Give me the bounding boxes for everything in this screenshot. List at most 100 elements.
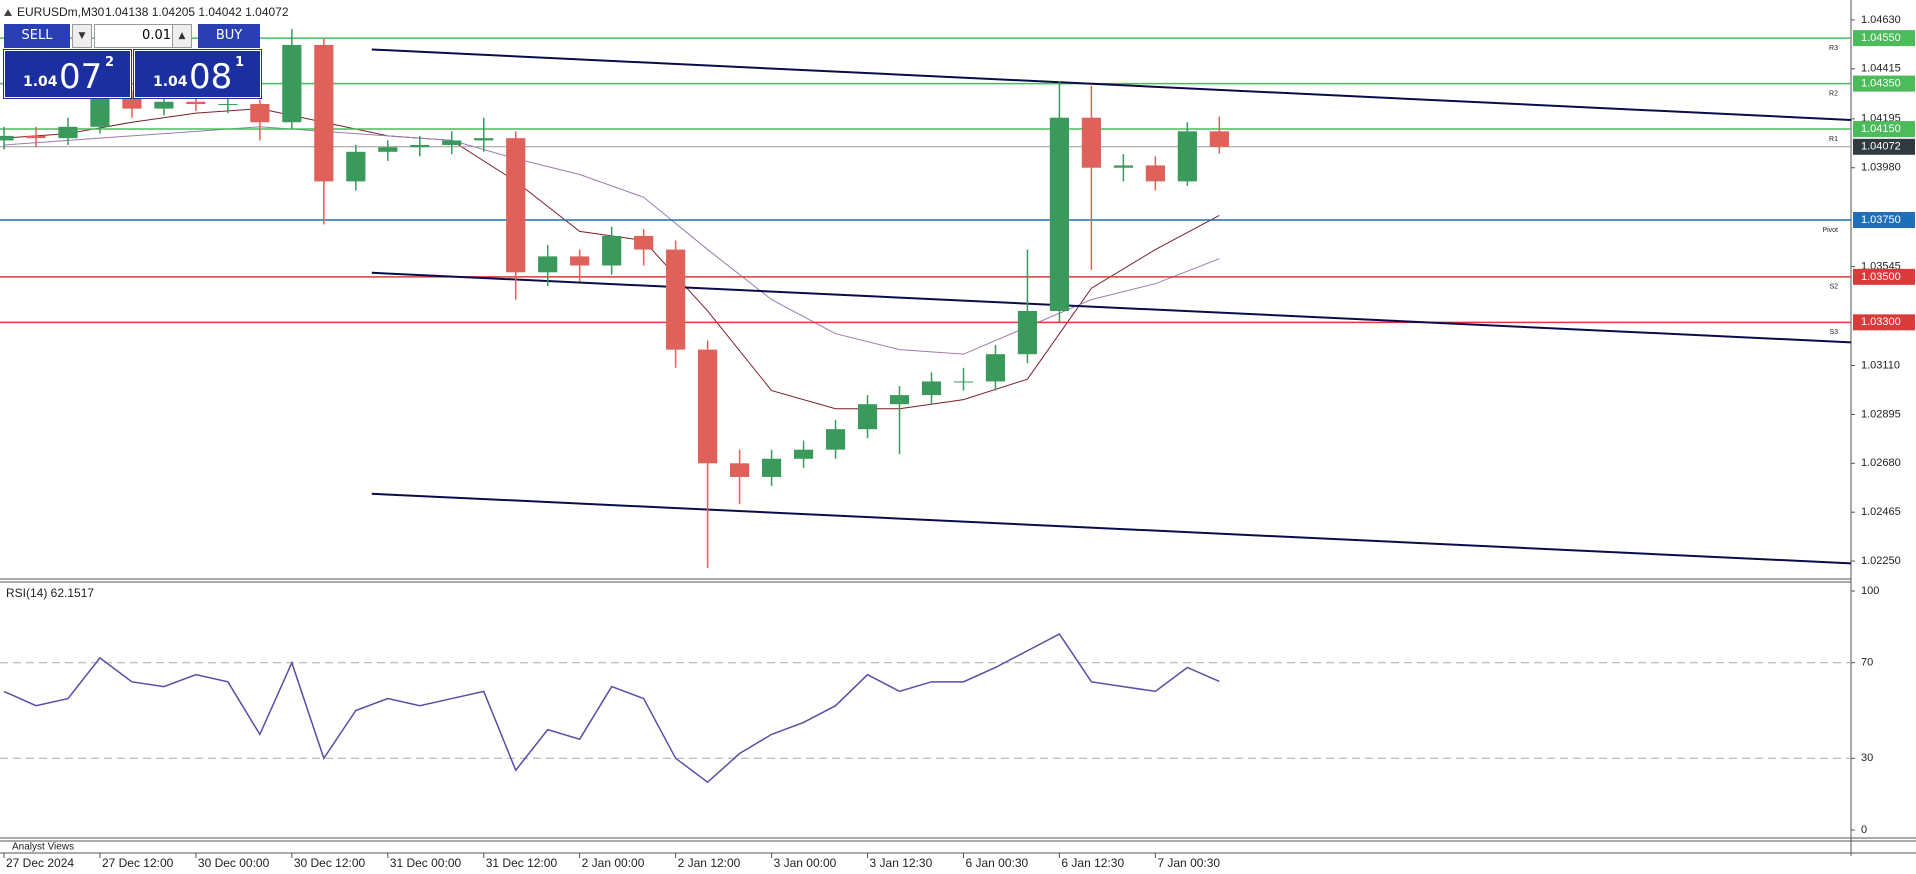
candle-body (570, 256, 590, 266)
candle-body (442, 140, 462, 145)
y-tick-label: 1.02895 (1861, 408, 1901, 420)
candle-body (1113, 165, 1133, 168)
candle-body (793, 449, 814, 459)
candle-body (761, 458, 782, 477)
lot-up[interactable]: ▲ (172, 24, 192, 48)
x-tick-label: 31 Dec 12:00 (486, 856, 558, 870)
candle-body (90, 97, 110, 127)
candle-body (698, 349, 718, 464)
collapse-icon[interactable] (4, 9, 12, 16)
candle-body (1017, 310, 1038, 355)
y-tick-label: 1.02465 (1861, 506, 1901, 518)
candle-body (1177, 131, 1197, 182)
level-name: Pivot (1822, 227, 1838, 234)
candle-body (921, 381, 942, 396)
trend-line (371, 271, 1852, 344)
level-price-label: 1.03500 (1861, 271, 1901, 283)
candle-body (602, 235, 622, 266)
x-tick-label: 30 Dec 12:00 (294, 856, 366, 870)
candle-body (1081, 117, 1102, 168)
level-name: S3 (1829, 329, 1838, 336)
level-name: R3 (1829, 45, 1838, 52)
trend-line (371, 492, 1852, 565)
y-tick-label: 0 (1861, 824, 1867, 836)
y-tick-label: 1.04415 (1861, 63, 1901, 75)
level-price-label: 1.03750 (1861, 214, 1901, 226)
level-price-box (1853, 121, 1915, 138)
buy-price[interactable]: 1.04 08 1 (133, 49, 262, 99)
ohlc: 1.04138 1.04205 1.04042 1.04072 (105, 5, 289, 19)
candle-body (953, 381, 974, 383)
candle-body (825, 429, 846, 450)
x-tick-label: 30 Dec 00:00 (198, 856, 270, 870)
level-price-label: 1.04350 (1861, 77, 1901, 89)
candle-body (506, 138, 526, 273)
candle-body (218, 104, 238, 106)
level-price-box (1853, 314, 1915, 331)
level-price-label: 1.04550 (1861, 32, 1901, 44)
lot-input[interactable]: 0.01 (94, 24, 176, 48)
y-tick-label: 1.03110 (1861, 359, 1900, 371)
price-big: 1.04 (23, 74, 58, 90)
level-price-box (1853, 212, 1915, 229)
sell-price[interactable]: 1.04 07 2 (3, 49, 132, 99)
x-tick-label: 3 Jan 12:30 (870, 856, 933, 870)
candle-body (1049, 117, 1070, 311)
candle-body (346, 151, 366, 182)
level-name: R2 (1829, 90, 1838, 97)
x-tick-label: 31 Dec 00:00 (390, 856, 462, 870)
x-tick-label: 6 Jan 12:30 (1061, 856, 1124, 870)
price-point: 2 (105, 55, 115, 70)
price-pips: 08 (189, 57, 233, 97)
level-price-label: 1.04150 (1861, 123, 1901, 135)
lot-down[interactable]: ▼ (72, 24, 92, 48)
y-tick-label: 30 (1861, 752, 1873, 764)
x-tick-label: 2 Jan 12:00 (678, 856, 741, 870)
candle-body (410, 144, 430, 148)
candle-body (378, 147, 398, 152)
level-price-box (1853, 75, 1915, 92)
candle-body (58, 126, 78, 139)
candle-body (0, 135, 14, 141)
pane: 1.046301.044151.041951.039801.035451.031… (0, 14, 1915, 870)
candle-body (250, 104, 270, 123)
candle-body (857, 404, 878, 430)
level-name: R1 (1829, 136, 1838, 143)
candle-body (26, 135, 46, 139)
price-big: 1.04 (153, 74, 188, 90)
trend-line (371, 48, 1852, 121)
candle-body (538, 256, 558, 273)
level-price-box (1853, 268, 1915, 285)
level-price-label: 1.03300 (1861, 316, 1901, 328)
level-name: S2 (1829, 284, 1838, 291)
candle-body (985, 354, 1006, 382)
indicator-title: RSI(14) 62.1517 (6, 586, 94, 600)
candle-body (186, 101, 206, 105)
price-pips: 07 (59, 57, 103, 97)
y-tick-label: 1.04630 (1861, 14, 1901, 26)
candle-body (154, 101, 174, 109)
candle-body (666, 249, 686, 350)
rsi-line (3, 633, 1220, 784)
sell-button[interactable]: SELL (4, 24, 70, 48)
one-click-trading: SELL ▼ 0.01 ▲ BUY 1.04 07 2 1.04 08 1 (3, 24, 262, 99)
y-tick-label: 1.02680 (1861, 457, 1901, 469)
candle-body (889, 395, 910, 405)
moving-average (3, 126, 1220, 355)
current-price-label: 1.04072 (1861, 141, 1901, 153)
y-tick-label: 1.03980 (1861, 162, 1901, 174)
level-price-box (1853, 30, 1915, 47)
x-tick-label: 6 Jan 00:30 (965, 856, 1028, 870)
symbol: EURUSDm,M30 (17, 5, 105, 19)
candle-body (1209, 131, 1229, 147)
candle-body (314, 44, 334, 182)
candle-body (474, 138, 494, 141)
buy-button[interactable]: BUY (198, 24, 260, 48)
candle-body (730, 463, 750, 477)
y-tick-label: 100 (1861, 585, 1879, 597)
analyst-views-tab[interactable]: Analyst Views (12, 842, 74, 853)
current-price-box (1853, 138, 1915, 155)
candle-body (122, 97, 142, 109)
